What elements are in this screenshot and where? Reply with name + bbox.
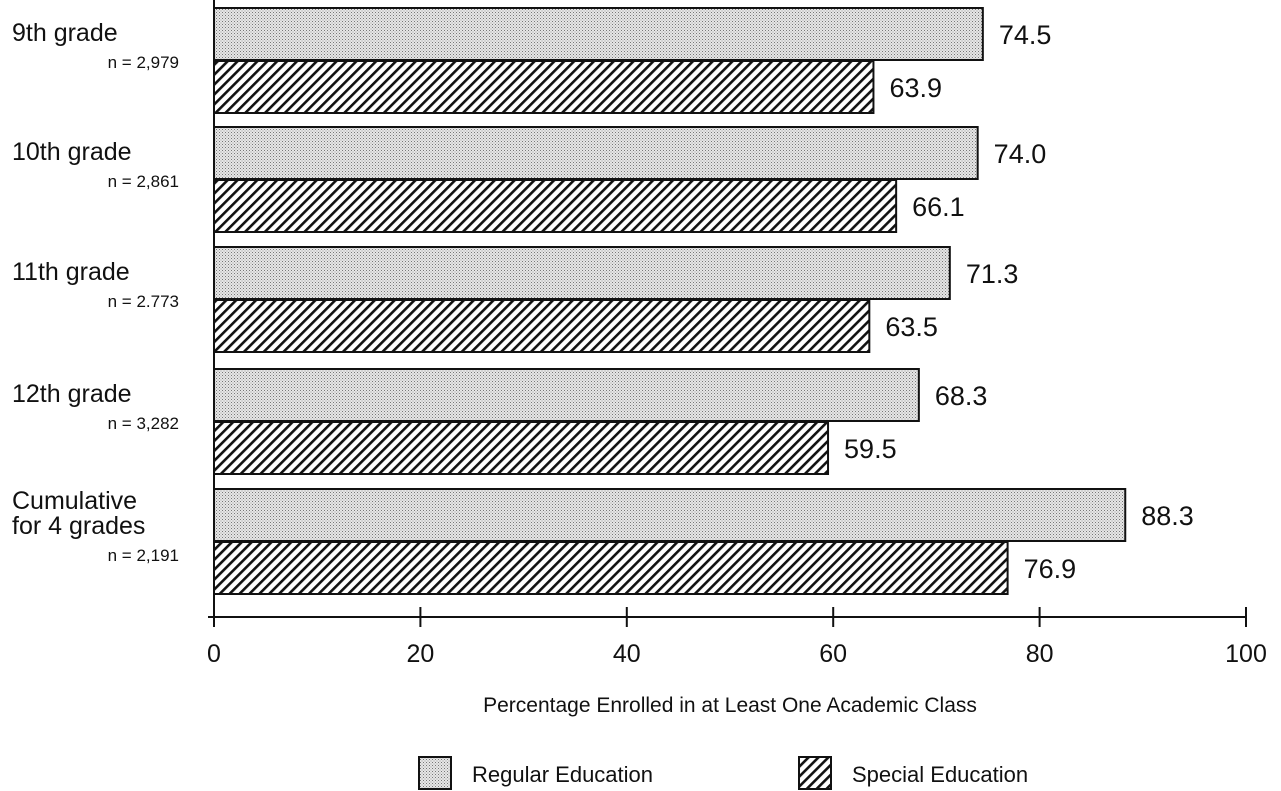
value-label: 88.3	[1141, 501, 1194, 531]
sample-size-label: n = 3,282	[108, 414, 179, 433]
category-label: 10th grade	[12, 138, 132, 166]
special-education-bar	[213, 421, 830, 475]
value-label: 74.0	[994, 139, 1047, 169]
legend-label: Special Education	[852, 762, 1028, 787]
x-axis-title: Percentage Enrolled in at Least One Acad…	[483, 694, 977, 717]
value-label: 74.5	[999, 20, 1052, 50]
x-tick-label: 100	[1225, 640, 1267, 668]
regular-education-bar	[213, 246, 951, 300]
sample-size-label: n = 2,979	[108, 53, 179, 72]
legend-label: Regular Education	[472, 762, 653, 787]
value-label: 63.9	[889, 73, 942, 103]
value-label: 63.5	[885, 312, 938, 342]
special-education-bar	[213, 299, 871, 353]
x-tick-label: 0	[207, 640, 221, 668]
category-label: 11th grade	[12, 258, 130, 286]
special-education-bar	[213, 541, 1009, 595]
value-label: 68.3	[935, 381, 988, 411]
sample-size-label: n = 2,191	[108, 546, 179, 565]
category-label: 9th grade	[12, 19, 118, 47]
value-label: 66.1	[912, 192, 965, 222]
regular-education-bar	[213, 368, 920, 422]
x-tick-label: 80	[1026, 640, 1054, 668]
sample-size-label: n = 2,861	[108, 172, 179, 191]
special-education-bar	[213, 60, 875, 114]
x-tick-label: 60	[819, 640, 847, 668]
value-label: 71.3	[966, 259, 1019, 289]
value-label: 59.5	[844, 434, 897, 464]
regular-education-bar	[213, 7, 984, 61]
x-tick-label: 40	[613, 640, 641, 668]
category-label: Cumulative	[12, 487, 137, 515]
x-tick-label: 20	[406, 640, 434, 668]
regular-education-legend-swatch	[418, 756, 452, 790]
sample-size-label: n = 2.773	[108, 292, 179, 311]
special-education-legend-swatch	[798, 756, 832, 790]
value-label: 76.9	[1024, 554, 1077, 584]
category-label: 12th grade	[12, 380, 132, 408]
regular-education-bar	[213, 488, 1127, 542]
category-label: for 4 grades	[12, 512, 145, 540]
special-education-bar	[213, 179, 898, 233]
regular-education-bar	[213, 126, 979, 180]
